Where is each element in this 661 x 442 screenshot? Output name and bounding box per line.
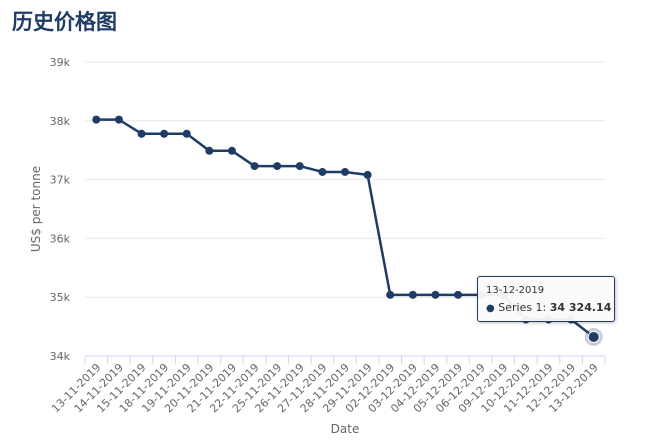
data-point[interactable]: [250, 162, 259, 171]
y-tick-label: 36k: [50, 232, 71, 245]
y-axis-ticks: 34k 35k 36k 37k 38k 39k: [50, 56, 71, 363]
data-point[interactable]: [431, 290, 440, 299]
y-tick-label: 34k: [50, 350, 71, 363]
y-tick-label: 37k: [50, 174, 71, 187]
data-point[interactable]: [205, 146, 214, 155]
tooltip-date: 13-12-2019: [486, 285, 545, 296]
data-point[interactable]: [114, 115, 123, 124]
x-axis-label: Date: [331, 422, 360, 436]
data-point[interactable]: [182, 129, 191, 138]
data-point[interactable]: [295, 162, 304, 171]
data-point[interactable]: [318, 167, 327, 176]
tooltip-row: ● Series 1: 34 324.14: [486, 301, 611, 314]
data-point[interactable]: [386, 290, 395, 299]
y-tick-label: 38k: [50, 115, 71, 128]
page-title: 历史价格图: [12, 10, 117, 34]
data-point[interactable]: [137, 129, 146, 138]
data-point[interactable]: [227, 146, 236, 155]
data-point-highlighted[interactable]: [587, 330, 600, 343]
x-axis-ticks: 13-11-201914-11-201915-11-201918-11-2019…: [49, 356, 606, 415]
data-point[interactable]: [160, 129, 169, 138]
data-point[interactable]: [92, 115, 101, 124]
tooltip-series-marker-icon: ●: [486, 303, 495, 314]
y-tick-label: 39k: [50, 56, 71, 69]
tooltip-value: 34 324.14: [549, 301, 612, 314]
data-point[interactable]: [454, 290, 463, 299]
tooltip: 13-12-2019 ● Series 1: 34 324.14: [477, 276, 615, 322]
y-axis-label: US$ per tonne: [29, 166, 43, 252]
data-point[interactable]: [341, 167, 349, 176]
data-point[interactable]: [363, 170, 372, 179]
data-point[interactable]: [273, 162, 282, 171]
data-point[interactable]: [408, 290, 417, 299]
y-tick-label: 35k: [50, 291, 71, 304]
tooltip-series-label: Series 1:: [498, 301, 547, 314]
